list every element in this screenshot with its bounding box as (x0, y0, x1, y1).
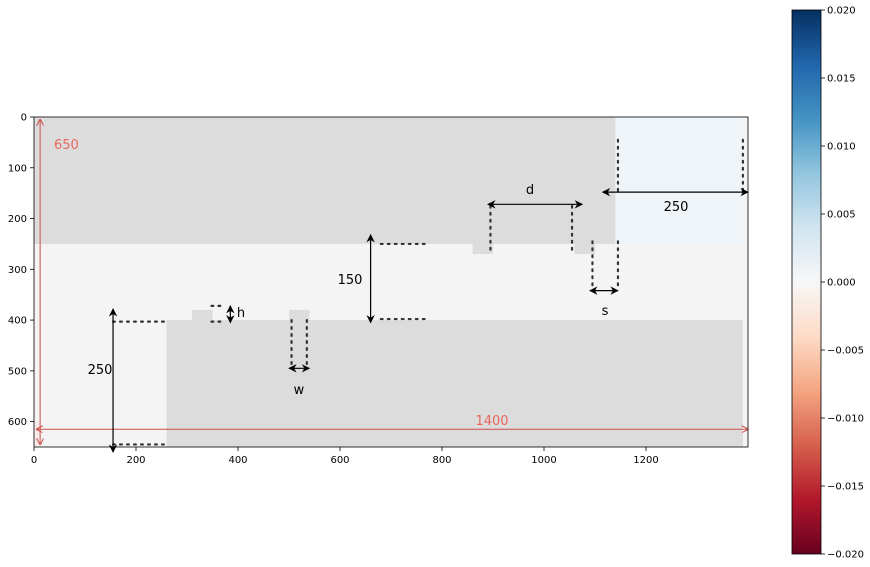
x-tick-label: 0 (31, 455, 37, 466)
right-block-width-label: 250 (664, 200, 689, 215)
w-label: w (294, 383, 305, 398)
h-label: h (237, 306, 245, 321)
colorbar-tick-label: 0.005 (827, 210, 856, 221)
x-axis-ticks: 0 200 400 600 800 1000 1200 (31, 447, 659, 466)
x-tick-label: 600 (330, 455, 349, 466)
colorbar-tick-label: 0.015 (827, 74, 856, 85)
colorbar-tick-label: −0.015 (827, 482, 864, 493)
x-tick-label: 200 (126, 455, 145, 466)
region-dark (472, 243, 493, 255)
height-label: 650 (54, 138, 79, 153)
colorbar-tick-label: 0.020 (827, 6, 856, 17)
x-tick-label: 1000 (531, 455, 556, 466)
axes-frame (33, 116, 749, 448)
main-plot: 0 200 400 600 800 1000 1200 0 100 200 300 400 500 60… (8, 113, 749, 466)
dotted-guides (111, 138, 745, 446)
region-dark (192, 309, 213, 321)
colorbar-tick-label: 0.000 (827, 278, 856, 289)
x-tick-label: 400 (228, 455, 247, 466)
colorbar-tick-label: −0.005 (827, 346, 864, 357)
y-axis-ticks: 0 100 200 300 400 500 600 (8, 113, 34, 428)
colorbar-tick-label: −0.010 (827, 414, 864, 425)
region-pale_red (34, 421, 40, 447)
colorbar-tick-label: 0.010 (827, 142, 856, 153)
y-tick-label: 500 (8, 366, 27, 377)
y-tick-label: 200 (8, 214, 27, 225)
dimension-arrows (37, 120, 749, 453)
y-tick-label: 600 (8, 417, 27, 428)
width-label: 1400 (475, 414, 508, 429)
left-step-height-label: 250 (88, 363, 113, 378)
region-dark (34, 117, 616, 244)
channel-height-label: 150 (338, 273, 363, 288)
x-tick-label: 800 (432, 455, 451, 466)
domain-regions (34, 117, 748, 447)
region-dark (574, 243, 595, 255)
y-tick-label: 100 (8, 163, 27, 174)
y-tick-label: 300 (8, 265, 27, 276)
y-tick-label: 0 (21, 113, 27, 124)
d-label: d (526, 183, 534, 198)
s-label: s (602, 304, 609, 319)
y-tick-label: 400 (8, 316, 27, 327)
annotation-labels: 650 1400 250 150 250 d s h w (54, 138, 688, 429)
colorbar-ticks: 0.020 0.015 0.010 0.005 0.000 −0.005 −0.010 −0.… (821, 6, 864, 561)
region-pale_blue (615, 117, 743, 244)
colorbar-gradient (791, 9, 822, 555)
colorbar: 0.020 0.015 0.010 0.005 0.000 −0.005 −0.010 −0.… (791, 6, 864, 561)
region-dark (289, 309, 310, 321)
region-dark (166, 320, 743, 447)
x-tick-label: 1200 (633, 455, 658, 466)
colorbar-tick-label: −0.020 (827, 550, 864, 561)
